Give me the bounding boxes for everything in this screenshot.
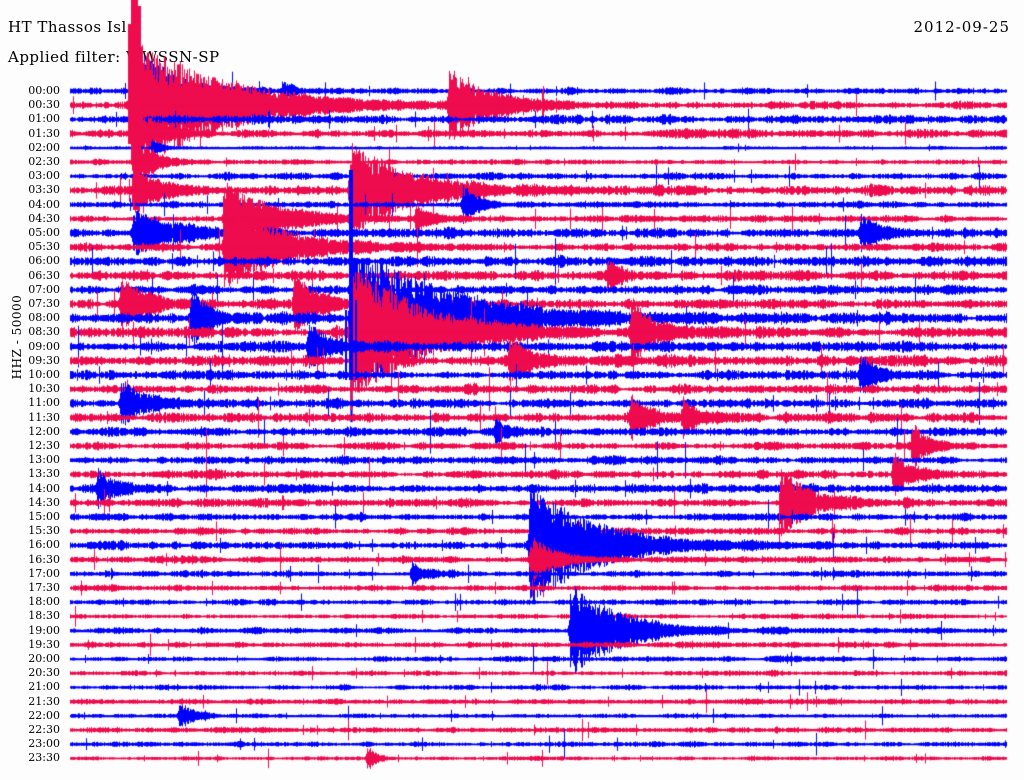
tick-label-2330: 23:30 <box>28 751 60 765</box>
tick-label-2200: 22:00 <box>28 708 60 722</box>
tick-label-0900: 09:00 <box>28 339 60 353</box>
tick-label-0930: 09:30 <box>28 353 60 367</box>
tick-label-0630: 06:30 <box>28 268 60 282</box>
tick-label-0000: 00:00 <box>28 84 60 97</box>
tick-label-0800: 08:00 <box>28 311 60 325</box>
tick-label-0530: 05:30 <box>28 240 60 254</box>
tick-label-2300: 23:00 <box>28 737 60 751</box>
tick-label-1730: 17:30 <box>28 581 60 594</box>
tick-label-1500: 15:00 <box>28 510 60 523</box>
tick-label-0200: 02:00 <box>28 140 60 154</box>
tick-label-0130: 01:30 <box>28 126 60 140</box>
tick-label-0700: 07:00 <box>28 282 60 296</box>
tick-label-2230: 22:30 <box>28 723 60 736</box>
tick-label-0730: 07:30 <box>28 297 60 310</box>
tick-label-1800: 18:00 <box>28 595 60 609</box>
tick-label-1630: 16:30 <box>28 552 60 566</box>
tick-label-0330: 03:30 <box>28 183 60 197</box>
tick-label-0030: 00:30 <box>28 98 60 112</box>
tick-label-1300: 13:00 <box>28 453 60 467</box>
tick-label-1600: 16:00 <box>28 538 60 552</box>
tick-label-1000: 10:00 <box>28 368 60 381</box>
tick-label-1230: 12:30 <box>28 439 60 452</box>
tick-label-2100: 21:00 <box>28 680 60 694</box>
tick-label-2000: 20:00 <box>28 652 60 665</box>
tick-label-2030: 20:30 <box>28 666 60 680</box>
tick-label-0230: 02:30 <box>28 155 60 168</box>
tick-label-0830: 08:30 <box>28 325 60 339</box>
tick-label-1330: 13:30 <box>28 467 60 481</box>
tick-label-1900: 19:00 <box>28 623 60 637</box>
tick-label-2130: 21:30 <box>28 694 60 708</box>
tick-label-1200: 12:00 <box>28 424 60 438</box>
tick-label-1700: 17:00 <box>28 566 60 580</box>
tick-label-1400: 14:00 <box>28 481 60 495</box>
tick-label-1930: 19:30 <box>28 637 60 651</box>
tick-label-1030: 10:30 <box>28 382 60 396</box>
tick-label-0100: 01:00 <box>28 112 60 126</box>
tick-label-1130: 11:30 <box>28 410 60 424</box>
tick-label-0400: 04:00 <box>28 197 60 211</box>
tick-label-0500: 05:00 <box>28 226 60 239</box>
tick-label-0430: 04:30 <box>28 211 60 225</box>
tick-label-1530: 15:30 <box>28 524 60 538</box>
tick-label-1100: 11:00 <box>28 396 60 410</box>
tick-label-1830: 18:30 <box>28 609 60 623</box>
tick-label-0600: 06:00 <box>28 254 60 268</box>
tick-label-1430: 14:30 <box>28 495 60 509</box>
tick-label-0300: 03:00 <box>28 169 60 183</box>
